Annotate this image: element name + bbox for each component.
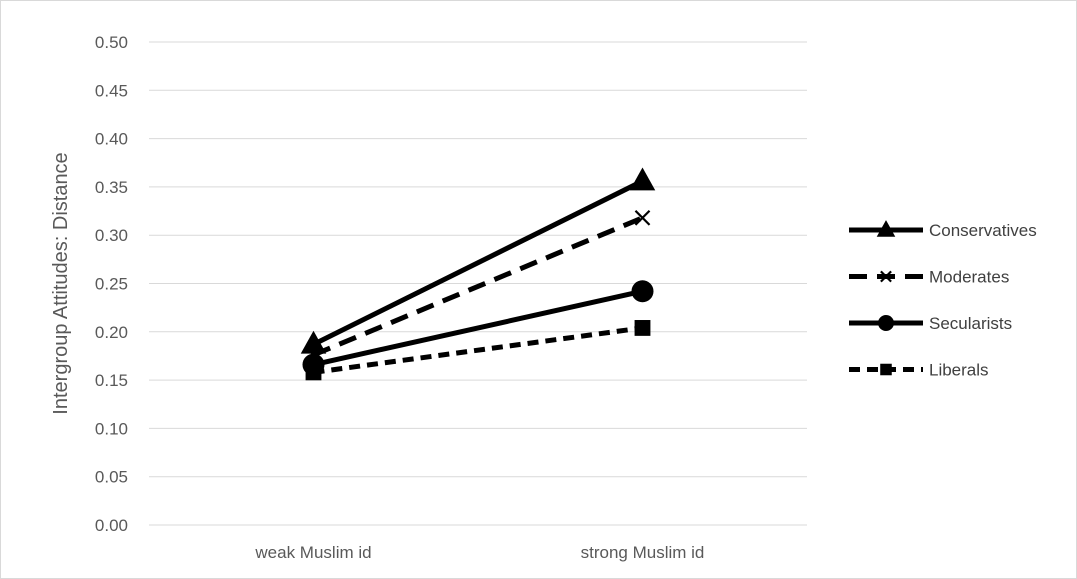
y-axis-title: Intergroup Attitudes: Distance bbox=[50, 152, 72, 414]
legend-marker bbox=[880, 363, 892, 376]
legend: Conservatives Moderates Secularists Liberal… bbox=[849, 220, 1037, 380]
y-tick-label: 0.25 bbox=[95, 275, 128, 294]
data-point bbox=[634, 209, 651, 226]
series-moderates bbox=[305, 209, 651, 363]
y-tick-label: 0.15 bbox=[95, 371, 128, 390]
gridlines bbox=[149, 41, 807, 526]
series-line bbox=[312, 178, 644, 347]
legend-label: Liberals bbox=[929, 361, 989, 380]
x-tick-label: weak Muslim id bbox=[254, 543, 371, 562]
x-tick-label: strong Muslim id bbox=[581, 543, 705, 562]
y-tick-label: 0.30 bbox=[95, 226, 128, 245]
data-point bbox=[305, 364, 322, 381]
y-tick-label: 0.40 bbox=[95, 130, 128, 149]
legend-item-conservatives: Conservatives bbox=[849, 220, 1037, 240]
legend-label: Secularists bbox=[929, 314, 1012, 333]
series-line bbox=[313, 325, 643, 375]
y-tick-label: 0.10 bbox=[95, 419, 128, 438]
legend-item-liberals: Liberals bbox=[849, 361, 989, 380]
data-point bbox=[631, 280, 654, 303]
y-tick-label: 0.50 bbox=[95, 33, 128, 52]
series-line bbox=[312, 288, 644, 368]
y-tick-label: 0.00 bbox=[95, 516, 128, 535]
legend-item-moderates: Moderates bbox=[849, 268, 1009, 287]
y-tick-label: 0.05 bbox=[95, 468, 128, 487]
legend-item-secularists: Secularists bbox=[849, 314, 1012, 333]
series-liberals bbox=[305, 320, 651, 381]
legend-label: Moderates bbox=[929, 268, 1009, 287]
legend-marker bbox=[876, 220, 896, 237]
legend-marker bbox=[880, 270, 892, 283]
data-point bbox=[629, 167, 656, 191]
y-tick-label: 0.20 bbox=[95, 323, 128, 342]
data-point bbox=[634, 320, 651, 336]
y-tick-label: 0.35 bbox=[95, 178, 128, 197]
legend-marker bbox=[878, 315, 894, 331]
series-secularists bbox=[302, 280, 654, 376]
series-layer bbox=[300, 167, 656, 381]
series-line bbox=[312, 215, 644, 358]
y-tick-labels: 0.00 0.05 0.10 0.15 0.20 0.25 0.30 0.35 0.40 0.45… bbox=[95, 33, 128, 535]
x-tick-labels: weak Muslim id strong Muslim id bbox=[254, 543, 704, 562]
y-tick-label: 0.45 bbox=[95, 81, 128, 100]
legend-label: Conservatives bbox=[929, 221, 1037, 240]
